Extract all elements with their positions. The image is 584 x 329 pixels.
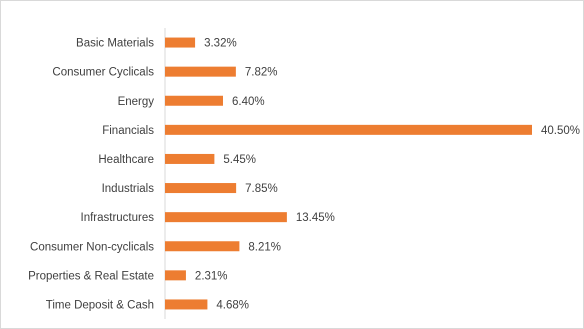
value-label: 8.21% <box>248 241 281 253</box>
category-label: Basic Materials <box>76 38 154 50</box>
bar <box>165 212 287 223</box>
bar <box>165 37 196 48</box>
value-label: 7.85% <box>245 183 278 195</box>
bar <box>165 66 236 77</box>
category-label: Industrials <box>102 183 155 195</box>
value-label: 40.50% <box>541 125 580 137</box>
bar <box>165 270 186 281</box>
bar <box>165 95 223 106</box>
value-label: 6.40% <box>232 96 265 108</box>
category-label: Infrastructures <box>81 212 155 224</box>
category-label: Energy <box>118 96 155 108</box>
bar <box>165 153 215 164</box>
bars-group: Basic Materials 3.32% Consumer Cyclicals 7.… <box>28 37 580 311</box>
value-label: 4.68% <box>216 299 249 311</box>
value-label: 2.31% <box>195 270 228 282</box>
value-label: 13.45% <box>296 212 335 224</box>
category-label: Consumer Non-cyclicals <box>30 241 154 253</box>
value-label: 3.32% <box>204 38 237 50</box>
category-label: Consumer Cyclicals <box>52 67 154 79</box>
bar <box>165 124 532 135</box>
bar <box>165 183 237 194</box>
category-label: Financials <box>102 125 154 137</box>
value-label: 7.82% <box>245 67 278 79</box>
category-label: Properties & Real Estate <box>28 270 154 282</box>
category-label: Time Deposit & Cash <box>46 299 154 311</box>
bar <box>165 241 240 252</box>
value-label: 5.45% <box>223 154 256 166</box>
bar <box>165 299 208 310</box>
category-label: Healthcare <box>98 154 154 166</box>
